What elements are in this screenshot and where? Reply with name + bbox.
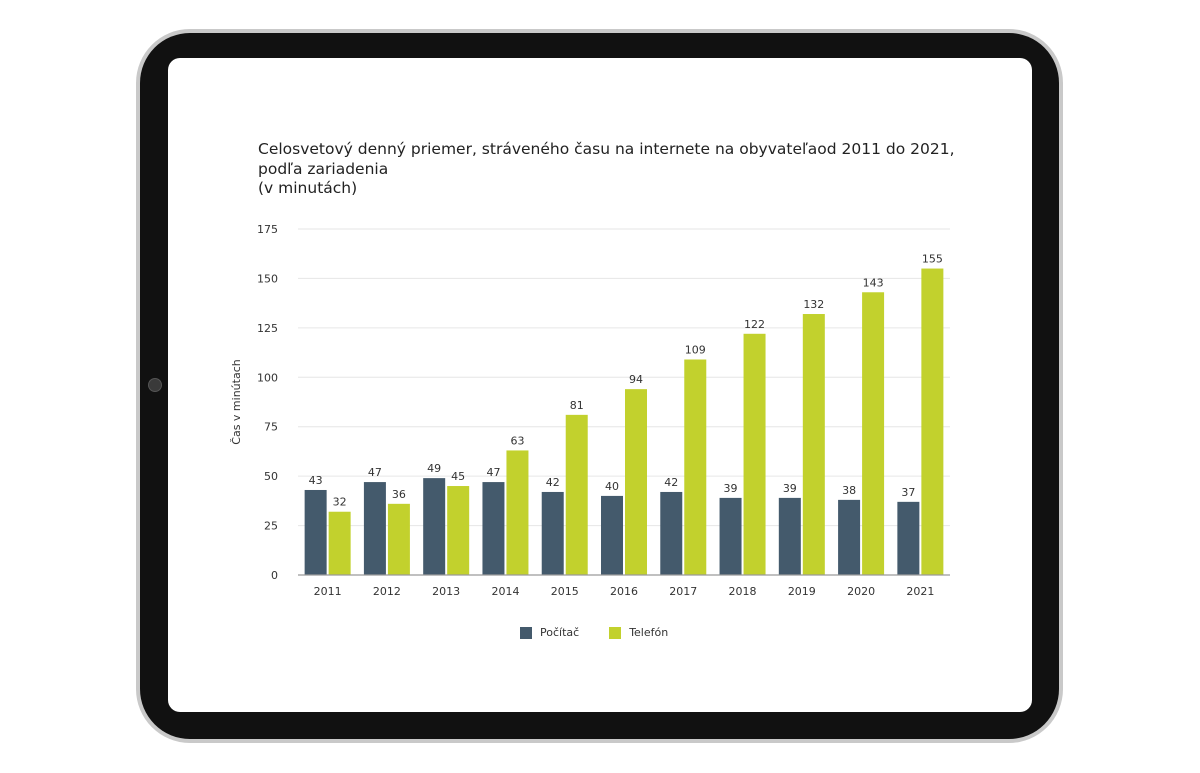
bar-pocitac (778, 497, 801, 575)
data-label: 38 (842, 484, 856, 497)
bar-telefon (862, 292, 885, 575)
data-label: 39 (783, 482, 797, 495)
x-tick-label: 2017 (669, 585, 697, 598)
x-tick-label: 2011 (314, 585, 342, 598)
legend-item-pocitac[interactable]: Počítač (520, 626, 579, 639)
bar-telefon (328, 511, 351, 575)
camera-icon (148, 378, 162, 392)
data-label: 49 (427, 462, 441, 475)
bar-pocitac (601, 495, 623, 575)
y-tick-label: 125 (257, 322, 278, 335)
x-tick-label: 2014 (491, 585, 519, 598)
chart-title-line-3: (v minutách) (258, 179, 358, 197)
data-label: 109 (685, 343, 706, 356)
data-label: 122 (744, 318, 765, 331)
x-tick-label: 2018 (729, 585, 757, 598)
bar-telefon (625, 389, 647, 575)
chart-title-line-1: Celosvetový denný priemer, stráveného ča… (258, 140, 955, 158)
bar-pocitac (719, 497, 742, 575)
legend-item-telefon[interactable]: Telefón (609, 626, 668, 639)
bar-pocitac (423, 478, 446, 575)
tablet-screen: Celosvetový denný priemer, stráveného ča… (168, 58, 1032, 712)
data-label: 42 (546, 476, 560, 489)
data-label: 37 (901, 486, 915, 499)
x-tick-label: 2013 (432, 585, 460, 598)
y-tick-label: 0 (271, 569, 278, 582)
bar-pocitac (304, 489, 327, 575)
bar-telefon (921, 268, 944, 575)
bar-telefon (447, 486, 470, 575)
x-tick-label: 2015 (551, 585, 579, 598)
bar-pocitac (660, 491, 683, 575)
bar-pocitac (838, 499, 861, 575)
data-label: 45 (451, 470, 465, 483)
legend-swatch-pocitac (520, 626, 532, 639)
data-label: 43 (309, 474, 323, 487)
legend-label-pocitac: Počítač (540, 626, 580, 639)
data-label: 42 (664, 476, 678, 489)
bar-telefon (684, 359, 707, 575)
data-label: 155 (922, 253, 943, 266)
data-label: 47 (368, 466, 382, 479)
legend-label-telefon: Telefón (629, 626, 669, 639)
x-tick-label: 2020 (847, 585, 875, 598)
data-label: 40 (605, 480, 619, 493)
bar-pocitac (482, 482, 505, 575)
legend-swatch-telefon (609, 626, 622, 639)
y-tick-label: 150 (257, 272, 278, 285)
chart-legend: Počítač Telefón (520, 626, 668, 639)
data-label: 63 (510, 434, 524, 447)
bar-telefon (743, 333, 766, 575)
data-label: 143 (863, 276, 884, 289)
y-tick-label: 100 (257, 371, 278, 384)
bar-pocitac (363, 482, 386, 575)
y-tick-label: 75 (264, 421, 278, 434)
data-label: 36 (392, 488, 406, 501)
data-label: 39 (724, 482, 738, 495)
y-tick-label: 175 (257, 223, 278, 236)
bar-telefon (506, 450, 529, 575)
bar-pocitac (897, 501, 920, 575)
data-label: 81 (570, 399, 584, 412)
chart-title: Celosvetový denný priemer, stráveného ča… (258, 140, 998, 199)
data-label: 94 (629, 373, 643, 386)
data-label: 32 (333, 496, 347, 509)
x-tick-label: 2019 (788, 585, 816, 598)
y-tick-label: 50 (264, 470, 278, 483)
bar-pocitac (541, 491, 564, 575)
bar-telefon (565, 414, 588, 575)
data-label: 47 (486, 466, 500, 479)
bar-chart: 0 25 50 75 100 125 150 175 Čas v minútach 43 32 201… (230, 223, 950, 598)
chart-title-line-2: podľa zariadenia (258, 159, 389, 178)
x-tick-label: 2021 (906, 585, 934, 598)
data-label: 132 (803, 298, 824, 311)
bar-telefon (387, 503, 410, 575)
x-tick-label: 2012 (373, 585, 401, 598)
y-tick-label: 25 (264, 520, 278, 533)
y-axis-title: Čas v minútach (230, 359, 243, 444)
x-tick-label: 2016 (610, 585, 638, 598)
bar-telefon (802, 314, 825, 575)
